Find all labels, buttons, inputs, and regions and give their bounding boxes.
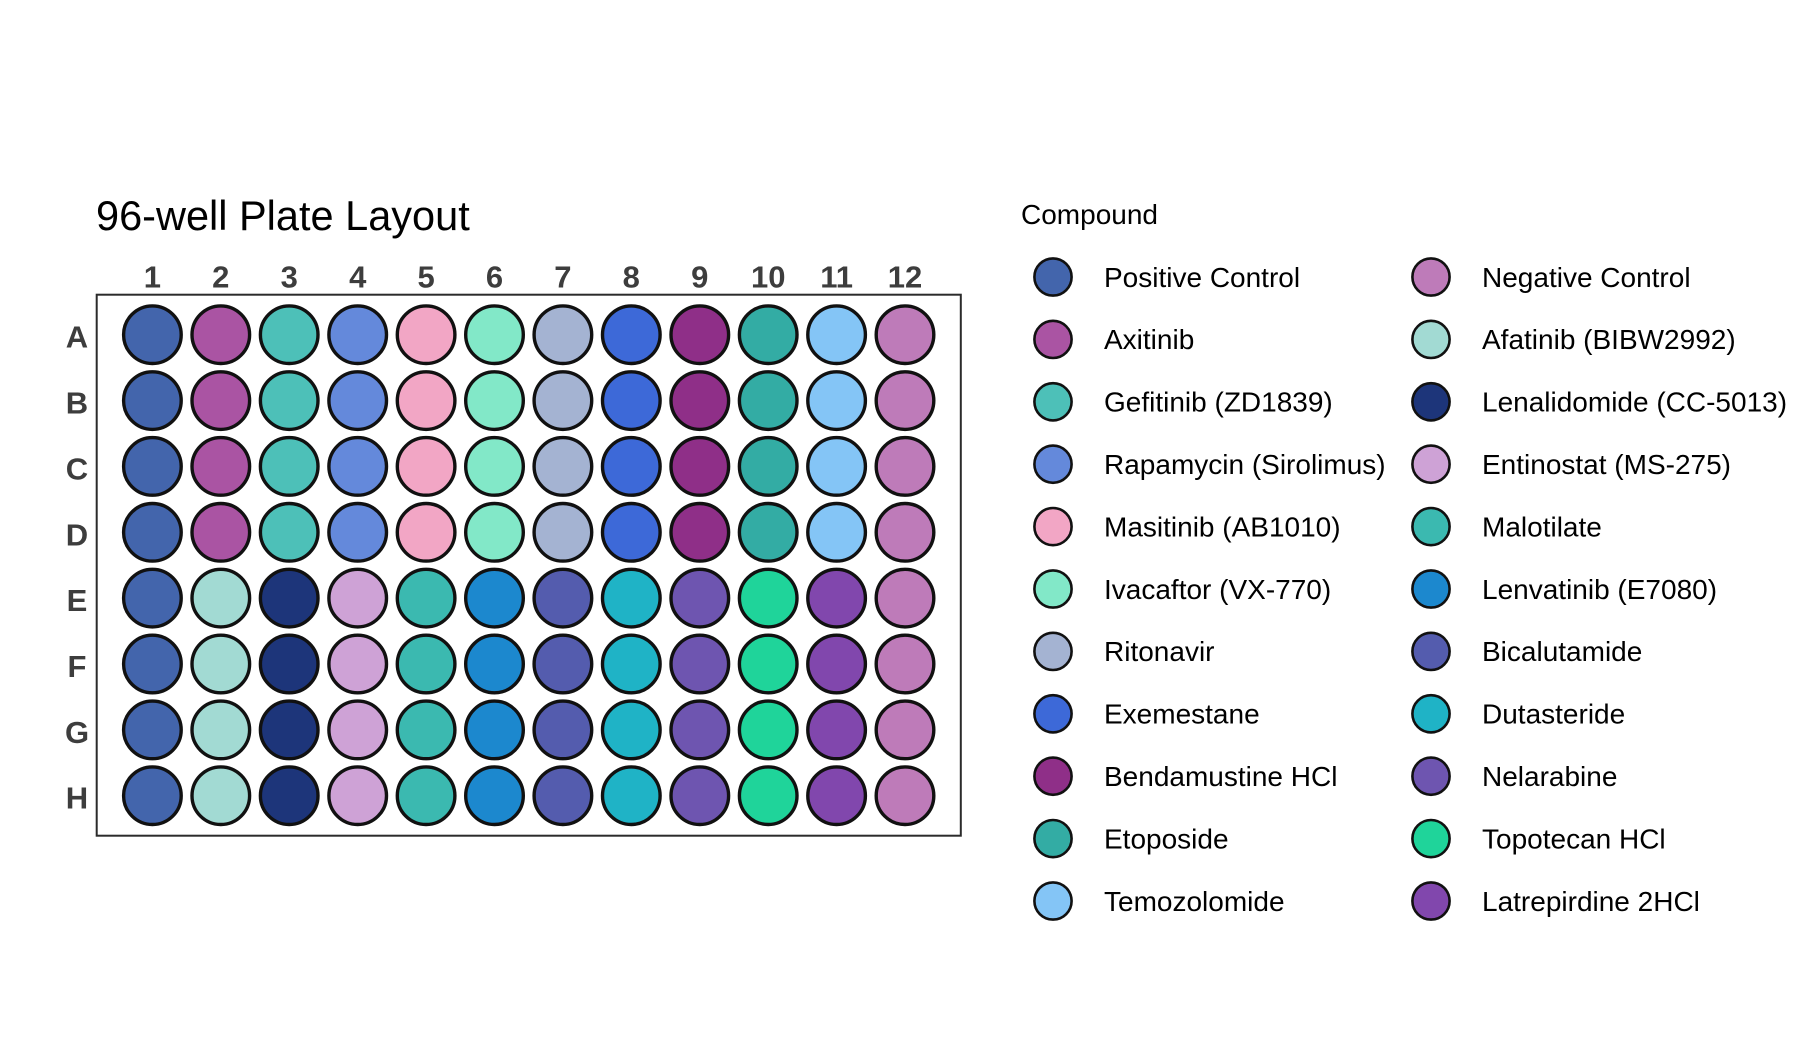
svg-text:Negative Control: Negative Control (1482, 262, 1691, 293)
svg-text:2: 2 (212, 260, 229, 295)
svg-text:Malotilate: Malotilate (1482, 511, 1602, 542)
svg-text:5: 5 (417, 260, 434, 295)
svg-text:H: H (66, 781, 88, 816)
svg-text:Etoposide: Etoposide (1104, 823, 1229, 854)
svg-text:Entinostat (MS-275): Entinostat (MS-275) (1482, 449, 1731, 480)
svg-text:Nelarabine: Nelarabine (1482, 761, 1617, 792)
svg-text:C: C (66, 451, 88, 486)
svg-text:Axitinib: Axitinib (1104, 324, 1194, 355)
svg-text:11: 11 (820, 260, 853, 295)
svg-text:Gefitinib (ZD1839): Gefitinib (ZD1839) (1104, 387, 1333, 418)
svg-text:Afatinib (BIBW2992): Afatinib (BIBW2992) (1482, 324, 1736, 355)
svg-text:Bendamustine HCl: Bendamustine HCl (1104, 761, 1337, 792)
svg-text:Positive Control: Positive Control (1104, 262, 1300, 293)
svg-text:12: 12 (888, 260, 922, 295)
svg-text:Ritonavir: Ritonavir (1104, 636, 1214, 667)
svg-text:Bicalutamide: Bicalutamide (1482, 636, 1642, 667)
svg-text:1: 1 (144, 260, 161, 295)
svg-text:Rapamycin (Sirolimus): Rapamycin (Sirolimus) (1104, 449, 1386, 480)
svg-text:Temozolomide: Temozolomide (1104, 886, 1285, 917)
svg-text:4: 4 (349, 260, 367, 295)
svg-text:E: E (67, 583, 88, 618)
svg-text:Topotecan HCl: Topotecan HCl (1482, 823, 1666, 854)
svg-text:Masitinib (AB1010): Masitinib (AB1010) (1104, 511, 1341, 542)
svg-text:Exemestane: Exemestane (1104, 699, 1260, 730)
svg-text:96-well Plate Layout: 96-well Plate Layout (96, 192, 470, 239)
svg-text:Compound: Compound (1021, 199, 1158, 230)
svg-text:F: F (68, 649, 87, 684)
svg-text:Latrepirdine 2HCl: Latrepirdine 2HCl (1482, 886, 1700, 917)
svg-text:9: 9 (691, 260, 708, 295)
svg-text:6: 6 (486, 260, 503, 295)
svg-text:Dutasteride: Dutasteride (1482, 699, 1625, 730)
svg-text:10: 10 (751, 260, 785, 295)
svg-text:A: A (66, 320, 88, 355)
svg-text:7: 7 (554, 260, 571, 295)
svg-text:B: B (66, 386, 88, 421)
svg-text:8: 8 (623, 260, 640, 295)
svg-text:Lenalidomide (CC-5013): Lenalidomide (CC-5013) (1482, 387, 1787, 418)
svg-text:Ivacaftor (VX-770): Ivacaftor (VX-770) (1104, 574, 1331, 605)
svg-text:G: G (65, 715, 89, 750)
svg-text:3: 3 (281, 260, 298, 295)
svg-text:Lenvatinib (E7080): Lenvatinib (E7080) (1482, 574, 1717, 605)
svg-text:D: D (66, 517, 88, 552)
